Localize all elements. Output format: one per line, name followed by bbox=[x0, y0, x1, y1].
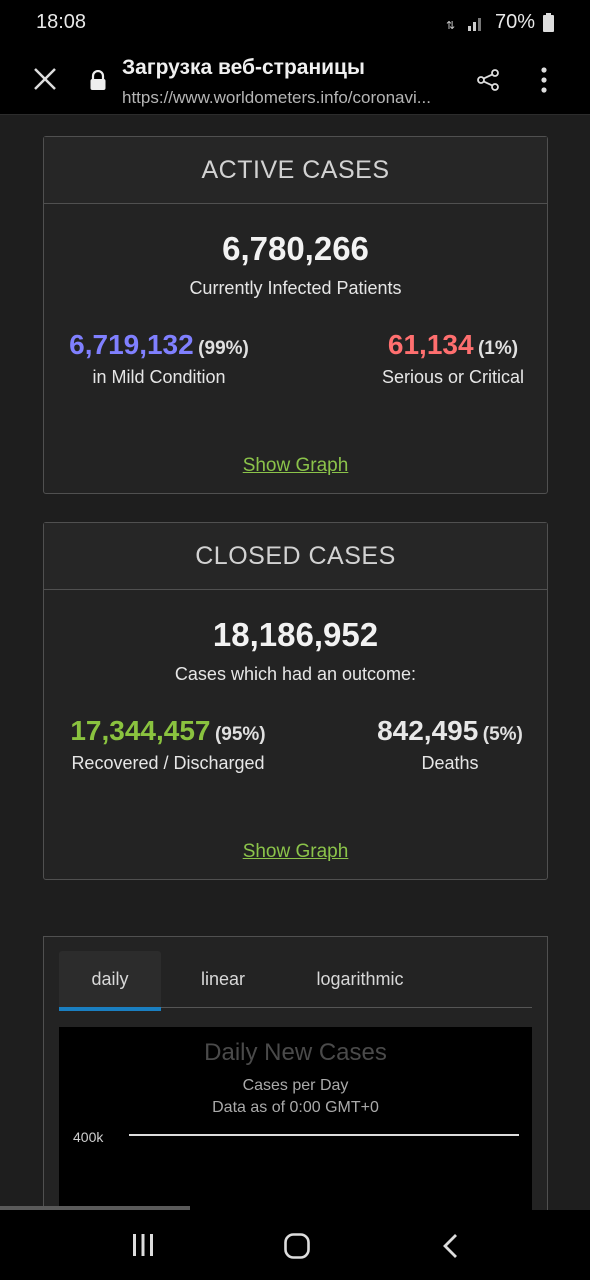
serious-percent: (1%) bbox=[477, 338, 519, 359]
closed-show-graph-link[interactable]: Show Graph bbox=[242, 841, 349, 862]
tab-daily[interactable]: daily bbox=[59, 951, 161, 1011]
closed-total-label: Cases which had an outcome: bbox=[174, 664, 417, 684]
closed-total: 18,186,952 bbox=[212, 616, 379, 653]
share-icon[interactable] bbox=[476, 68, 500, 92]
home-icon[interactable] bbox=[283, 1232, 311, 1260]
gridline bbox=[129, 1134, 519, 1136]
closed-cases-header: CLOSED CASES bbox=[44, 523, 547, 590]
serious-value: 61,134 bbox=[387, 329, 474, 360]
active-cases-card: ACTIVE CASES 6,780,266 Currently Infecte… bbox=[43, 136, 548, 494]
recovered-block: 17,344,457 (95%) Recovered / Discharged bbox=[66, 715, 270, 774]
active-total-label: Currently Infected Patients bbox=[189, 278, 402, 298]
active-cases-header: ACTIVE CASES bbox=[44, 137, 547, 204]
back-icon[interactable] bbox=[440, 1232, 462, 1260]
deaths-label: Deaths bbox=[421, 753, 479, 773]
chart-area[interactable]: Daily New Cases Cases per Day Data as of… bbox=[59, 1027, 532, 1237]
serious-block: 61,134 (1%) Serious or Critical bbox=[378, 329, 528, 388]
lock-icon[interactable] bbox=[89, 70, 107, 90]
chart-subtitle: Cases per Day bbox=[242, 1077, 349, 1094]
recovered-label: Recovered / Discharged bbox=[71, 753, 265, 773]
tab-linear[interactable]: linear bbox=[200, 969, 246, 989]
mild-value: 6,719,132 bbox=[69, 329, 194, 360]
active-show-graph-link[interactable]: Show Graph bbox=[242, 455, 349, 476]
mild-block: 6,719,132 (99%) in Mild Condition bbox=[66, 329, 252, 388]
serious-label: Serious or Critical bbox=[381, 367, 525, 387]
mild-percent: (99%) bbox=[198, 338, 249, 359]
page-title: Загрузка веб-страницы bbox=[122, 56, 365, 79]
tab-logarithmic[interactable]: logarithmic bbox=[316, 969, 404, 989]
deaths-percent: (5%) bbox=[482, 724, 523, 745]
battery-percent: 70% bbox=[495, 11, 536, 33]
active-breakdown: 6,719,132 (99%) in Mild Condition 61,134… bbox=[44, 329, 547, 399]
chart-tabs: daily linear logarithmic bbox=[59, 951, 532, 1011]
chart-data-note: Data as of 0:00 GMT+0 bbox=[212, 1099, 379, 1116]
signal-icon: ⇅ bbox=[446, 18, 481, 32]
scroll-indicator bbox=[0, 1206, 190, 1211]
mild-label: in Mild Condition bbox=[92, 367, 226, 387]
y-tick-label: 400k bbox=[73, 1129, 104, 1145]
url-text[interactable]: https://www.worldometers.info/coronavi..… bbox=[122, 88, 431, 107]
battery-icon bbox=[543, 13, 554, 32]
recovered-value: 17,344,457 bbox=[70, 715, 211, 746]
chart-panel: daily linear logarithmic Daily New Cases… bbox=[43, 936, 548, 1237]
status-bar: 18:08 ⇅ 70% bbox=[0, 0, 590, 44]
close-icon[interactable] bbox=[30, 64, 60, 94]
more-options-icon[interactable] bbox=[538, 66, 550, 94]
active-total: 6,780,266 bbox=[222, 230, 369, 267]
deaths-block: 842,495 (5%) Deaths bbox=[374, 715, 526, 774]
recovered-percent: (95%) bbox=[214, 724, 266, 745]
closed-breakdown: 17,344,457 (95%) Recovered / Discharged … bbox=[44, 715, 547, 785]
recent-apps-icon[interactable] bbox=[130, 1232, 156, 1258]
status-time: 18:08 bbox=[36, 11, 87, 33]
browser-header: Загрузка веб-страницы https://www.worldo… bbox=[0, 44, 590, 115]
chart-title: Daily New Cases bbox=[204, 1039, 387, 1066]
closed-cases-card: CLOSED CASES 18,186,952 Cases which had … bbox=[43, 522, 548, 880]
system-nav-bar bbox=[0, 1210, 590, 1280]
svg-text:⇅: ⇅ bbox=[446, 19, 455, 32]
deaths-value: 842,495 bbox=[377, 715, 479, 746]
